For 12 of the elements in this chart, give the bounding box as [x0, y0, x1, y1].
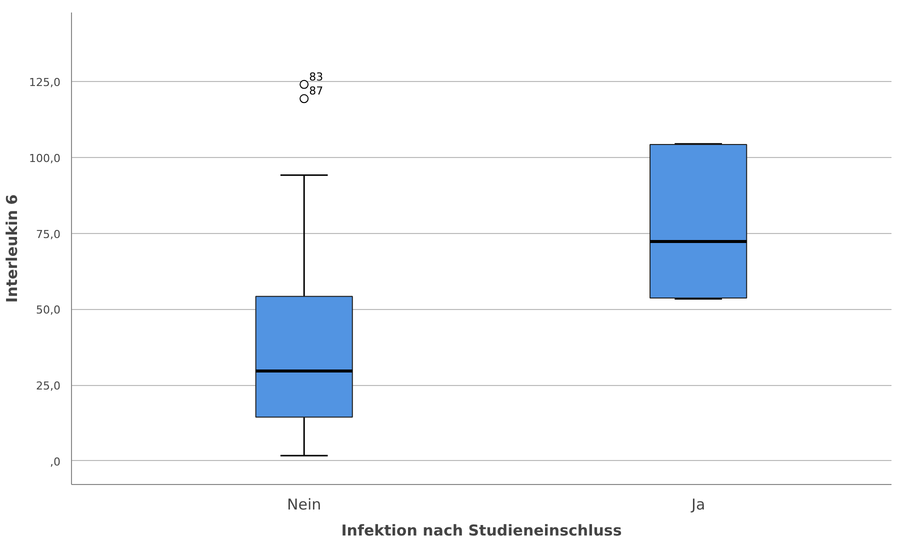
y-tick-label: 25,0	[36, 380, 61, 393]
y-tick-label: 75,0	[36, 228, 61, 241]
y-axis-title: Interleukin 6	[3, 194, 22, 303]
x-tick-label: Ja	[690, 496, 706, 514]
annotation: 83	[309, 70, 324, 84]
annotation: 87	[309, 84, 324, 98]
y-tick-label: 50,0	[36, 304, 61, 317]
y-tick-label: 100,0	[29, 152, 61, 165]
y-tick-label: 125,0	[29, 76, 61, 90]
y-tick-label: ,0	[50, 455, 61, 468]
x-axis-title: Infektion nach Studieneinschluss	[341, 522, 622, 540]
x-tick-label: Nein	[287, 496, 322, 514]
